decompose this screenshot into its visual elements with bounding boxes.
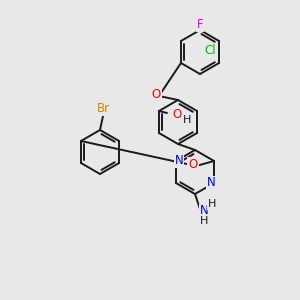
Text: H: H [208,199,216,209]
Text: N: N [207,176,215,190]
Text: N: N [200,205,208,218]
Text: H: H [200,216,208,226]
Text: Cl: Cl [204,44,216,56]
Text: O: O [172,107,182,121]
Text: F: F [197,19,203,32]
Text: H: H [183,115,191,125]
Text: O: O [151,88,160,101]
Text: O: O [188,158,198,170]
Text: N: N [175,154,183,167]
Text: Br: Br [96,103,110,116]
